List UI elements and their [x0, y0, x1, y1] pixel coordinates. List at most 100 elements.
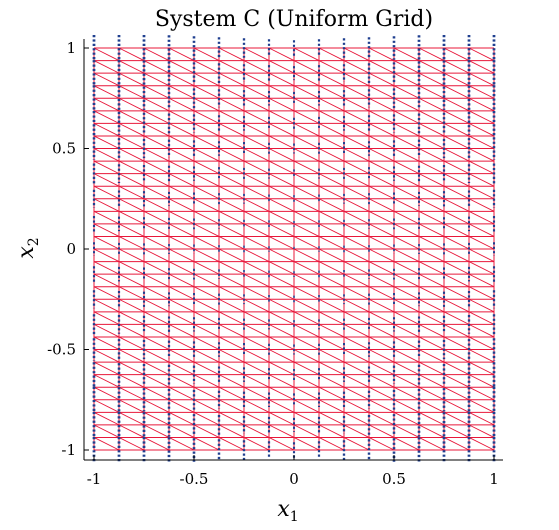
mesh-diagonal-edge: [418, 323, 445, 338]
mesh-diagonal-edge: [368, 411, 395, 426]
mesh-diagonal-edge: [268, 273, 295, 288]
mesh-diagonal-edge: [468, 349, 495, 363]
mesh-diagonal-edge: [418, 210, 445, 225]
mesh-diagonal-edge: [93, 148, 120, 162]
mesh-diagonal-edge: [318, 286, 345, 300]
mesh-diagonal-edge: [118, 273, 145, 288]
mesh-diagonal-edge: [468, 198, 495, 212]
mesh-diagonal-edge: [468, 85, 495, 99]
mesh-diagonal-edge: [368, 437, 395, 451]
mesh-diagonal-edge: [168, 248, 195, 262]
mesh-diagonal-edge: [318, 185, 345, 200]
mesh-diagonal-edge: [268, 311, 295, 325]
mesh-diagonal-edge: [143, 223, 170, 237]
mesh-diagonal-edge: [143, 173, 170, 187]
mesh-diagonal-edge: [293, 185, 320, 200]
mesh-diagonal-edge: [218, 399, 245, 413]
mesh-diagonal-edge: [418, 223, 445, 237]
mesh-diagonal-edge: [243, 60, 270, 74]
mesh-diagonal-edge: [468, 60, 495, 74]
mesh-diagonal-edge: [193, 160, 220, 175]
mesh-diagonal-edge: [93, 236, 120, 250]
mesh-diagonal-edge: [268, 437, 295, 451]
mesh-diagonal-edge: [368, 185, 395, 200]
mesh-diagonal-edge: [343, 47, 370, 61]
y-tick-label: -0.5: [47, 341, 76, 359]
mesh-diagonal-edge: [393, 122, 420, 137]
mesh-diagonal-edge: [243, 148, 270, 162]
mesh-diagonal-edge: [218, 210, 245, 225]
mesh-diagonal-edge: [218, 97, 245, 112]
mesh-diagonal-edge: [343, 210, 370, 225]
mesh-diagonal-edge: [293, 72, 320, 87]
mesh-diagonal-edge: [293, 349, 320, 363]
mesh-diagonal-edge: [193, 97, 220, 112]
mesh-diagonal-edge: [318, 198, 345, 212]
mesh-diagonal-edge: [168, 148, 195, 162]
mesh-diagonal-edge: [343, 236, 370, 250]
mesh-diagonal-edge: [468, 223, 495, 237]
tick-labels: -1 -0.5 0 0.5 1 -1 -0.5 0 0.5 1: [47, 39, 499, 488]
mesh-diagonal-edge: [143, 72, 170, 87]
chart-title: System C (Uniform Grid): [155, 7, 433, 32]
mesh-diagonal-edge: [393, 47, 420, 61]
mesh-diagonal-edge: [143, 135, 170, 149]
mesh-diagonal-edge: [393, 424, 420, 438]
mesh-diagonal-edge: [468, 160, 495, 175]
x-axis-label-subscript: 1: [290, 509, 299, 525]
mesh-diagonal-edge: [393, 374, 420, 388]
mesh-diagonal-edge: [218, 411, 245, 426]
mesh-diagonal-edge: [243, 424, 270, 438]
mesh-diagonal-edge: [418, 47, 445, 61]
mesh-diagonal-edge: [443, 97, 470, 112]
x-tick-label: 0: [289, 470, 299, 488]
mesh-diagonal-edge: [468, 210, 495, 225]
mesh-diagonal-edge: [368, 323, 395, 338]
y-tick-label: 0: [66, 240, 76, 258]
mesh-diagonal-edge: [293, 386, 320, 401]
mesh-diagonal-edge: [418, 236, 445, 250]
mesh-diagonal-edge: [93, 210, 120, 225]
mesh-diagonal-edge: [368, 236, 395, 250]
mesh-diagonal-edge: [243, 298, 270, 313]
mesh-diagonal-edge: [443, 361, 470, 376]
mesh-diagonal-edge: [168, 286, 195, 300]
mesh-diagonal-edge: [368, 298, 395, 313]
mesh-diagonal-edge: [443, 336, 470, 350]
mesh-diagonal-edge: [368, 198, 395, 212]
mesh-diagonal-edge: [343, 261, 370, 275]
mesh-diagonal-edge: [418, 349, 445, 363]
mesh-diagonal-edge: [293, 411, 320, 426]
y-tick-label: 0.5: [52, 140, 76, 158]
mesh-diagonal-edge: [218, 361, 245, 376]
mesh-diagonal-edge: [293, 198, 320, 212]
mesh-diagonal-edge: [168, 236, 195, 250]
mesh-diagonal-edge: [393, 160, 420, 175]
mesh-diagonal-edge: [318, 273, 345, 288]
mesh-diagonal-edge: [168, 72, 195, 87]
mesh-diagonal-edge: [343, 386, 370, 401]
mesh-diagonal-edge: [143, 399, 170, 413]
mesh-diagonal-edge: [443, 349, 470, 363]
mesh-diagonal-edge: [318, 135, 345, 149]
mesh-diagonal-edge: [93, 160, 120, 175]
mesh-diagonal-edge: [343, 135, 370, 149]
mesh-diagonal-edge: [118, 298, 145, 313]
mesh-diagonal-edge: [418, 110, 445, 124]
mesh-diagonal-edge: [168, 386, 195, 401]
mesh-diagonal-edge: [368, 97, 395, 112]
mesh-diagonal-edge: [118, 135, 145, 149]
mesh-diagonal-edge: [393, 311, 420, 325]
mesh-diagonal-edge: [343, 148, 370, 162]
mesh-diagonal-edge: [193, 323, 220, 338]
mesh-diagonal-edge: [93, 311, 120, 325]
mesh-diagonal-edge: [443, 173, 470, 187]
mesh-diagonal-edge: [243, 411, 270, 426]
mesh-diagonal-edge: [168, 323, 195, 338]
mesh-diagonal-edge: [293, 85, 320, 99]
mesh-diagonal-edge: [193, 47, 220, 61]
mesh-diagonal-edge: [243, 223, 270, 237]
mesh-diagonal-edge: [318, 223, 345, 237]
mesh-diagonal-edge: [268, 198, 295, 212]
mesh-diagonal-edge: [293, 437, 320, 451]
